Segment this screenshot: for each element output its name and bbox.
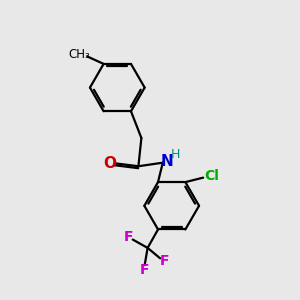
- Text: F: F: [160, 254, 170, 268]
- Text: H: H: [171, 148, 180, 161]
- Text: CH₃: CH₃: [68, 49, 90, 62]
- Text: F: F: [124, 230, 133, 244]
- Text: N: N: [160, 154, 173, 169]
- Text: O: O: [103, 156, 116, 171]
- Text: Cl: Cl: [204, 169, 219, 183]
- Text: F: F: [140, 263, 149, 278]
